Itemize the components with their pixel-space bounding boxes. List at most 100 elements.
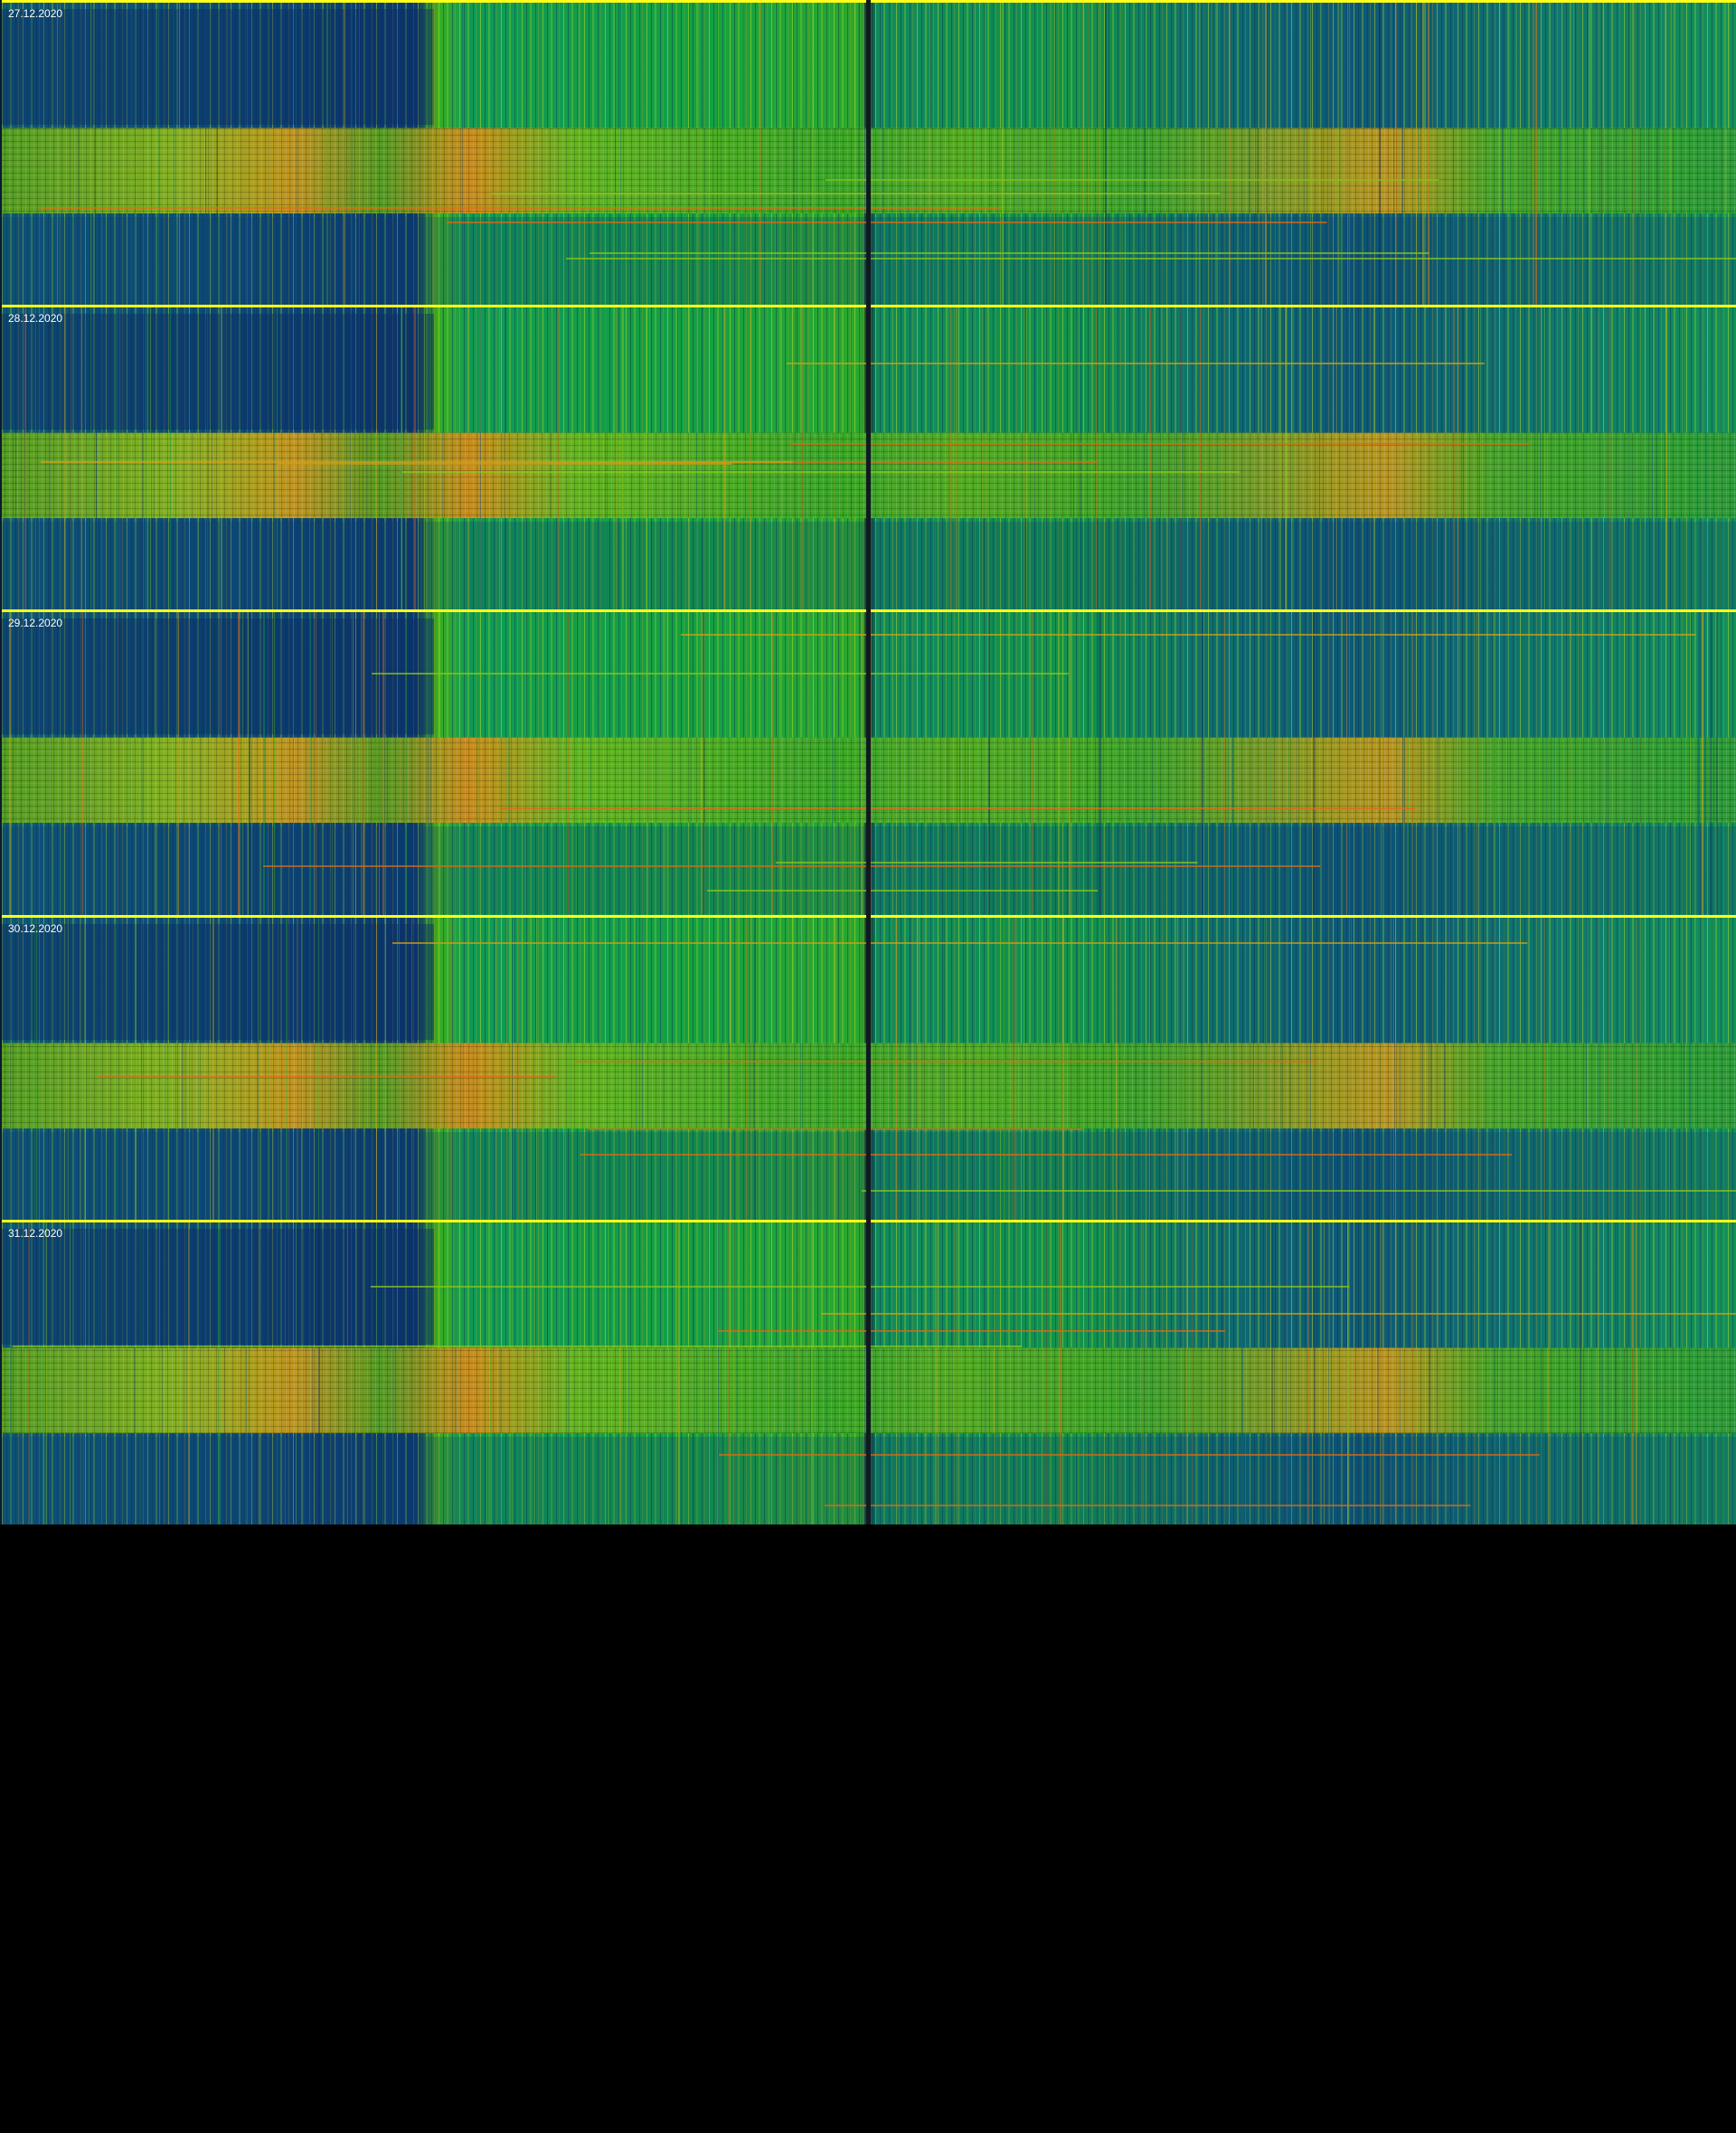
texture-stripe [140,1220,141,1524]
texture-stripe [1215,0,1216,306]
texture-stripe [689,0,690,306]
texture-stripe [1373,305,1374,610]
texture-stripe [366,305,368,610]
texture-stripe [352,0,353,306]
texture-stripe [424,305,425,610]
texture-stripe [1493,609,1494,915]
texture-stripe [277,305,278,610]
texture-stripe [1507,609,1508,915]
texture-stripe [689,305,690,610]
texture-stripe [462,0,463,306]
texture-stripe [332,609,333,915]
texture-stripe [442,305,443,610]
texture-stripe [775,305,776,610]
texture-stripe [1173,1220,1174,1524]
texture-stripe [321,305,322,610]
texture-stripe [1399,915,1401,1221]
texture-stripe [858,0,859,306]
texture-stripe [207,305,208,610]
texture-stripe [1224,609,1225,915]
texture-stripe [42,1220,43,1524]
texture-stripe [375,609,376,915]
texture-stripe [1310,915,1311,1221]
texture-stripe [221,305,222,610]
texture-stripe [1313,609,1315,915]
texture-stripe [845,915,846,1221]
texture-stripe [788,1220,790,1524]
texture-stripe [1014,915,1015,1221]
texture-stripe [1119,0,1120,306]
texture-stripe [1058,609,1060,915]
texture-stripe [197,305,198,610]
texture-stripe [985,0,986,306]
texture-stripe [766,1220,767,1524]
texture-stripe [73,0,74,306]
texture-stripe [701,609,703,915]
texture-stripe [618,915,619,1221]
texture-stripe [1402,609,1403,915]
texture-stripe [1480,305,1481,610]
texture-stripe [1149,915,1150,1221]
texture-stripe [696,1220,698,1524]
texture-stripe [134,1220,135,1524]
texture-stripe [664,609,665,915]
signal-line [500,807,1416,809]
texture-stripe [1113,609,1114,915]
panel-dark-region [0,1229,434,1345]
texture-stripe [1201,609,1202,915]
texture-stripe [1319,305,1320,610]
texture-stripe [1038,915,1039,1221]
texture-stripe [159,1220,160,1524]
texture-stripe [743,0,744,306]
texture-stripe [347,1220,348,1524]
texture-stripe [312,1220,313,1524]
texture-stripe [411,915,412,1221]
texture-stripe [974,915,975,1221]
texture-stripe [1085,915,1086,1221]
texture-stripe [459,305,460,610]
texture-stripe [1181,915,1182,1221]
texture-stripe [401,305,402,610]
texture-stripe [772,609,773,915]
texture-stripe [1088,0,1089,306]
texture-stripe [511,915,512,1221]
texture-stripe [1544,305,1545,610]
texture-stripe [1670,0,1672,306]
texture-stripe [1504,915,1505,1221]
texture-stripe [212,915,214,1221]
texture-stripe [1379,609,1380,915]
texture-stripe [1146,305,1147,610]
signal-line [392,942,1528,944]
texture-stripe [463,915,464,1221]
texture-stripe [1657,0,1658,306]
texture-stripe [991,0,992,306]
texture-stripe [15,305,16,610]
texture-stripe [1675,915,1676,1221]
texture-stripe [274,305,275,610]
texture-stripe [1684,609,1685,915]
texture-stripe [934,1220,935,1524]
texture-stripe [1286,1220,1287,1524]
texture-stripe [1404,609,1405,915]
texture-stripe [1156,305,1157,610]
texture-stripe [1063,915,1064,1221]
texture-stripe [604,0,605,306]
texture-stripe [1087,1220,1088,1524]
texture-stripe [35,305,36,610]
texture-stripe [760,0,761,306]
texture-stripe [1115,305,1116,610]
texture-stripe [1609,305,1610,610]
texture-stripe [1665,305,1667,610]
texture-stripe [311,609,312,915]
texture-stripe [693,1220,694,1524]
texture-stripe [525,609,526,915]
texture-stripe [698,0,700,306]
signal-line [719,1454,1540,1456]
texture-stripe [1724,0,1725,306]
texture-stripe [1412,1220,1413,1524]
texture-stripe [994,1220,995,1524]
texture-stripe [1613,915,1614,1221]
texture-stripe [1396,0,1397,306]
texture-stripe [1249,0,1250,306]
texture-stripe [350,305,351,610]
